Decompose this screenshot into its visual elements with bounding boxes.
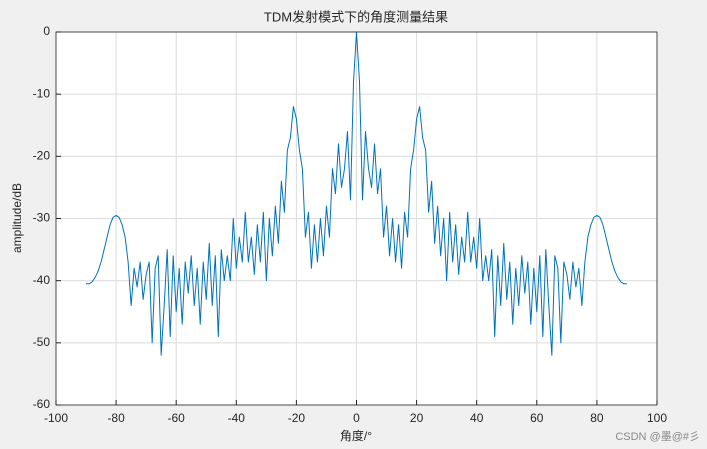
chart-title: TDM发射模式下的角度测量结果 xyxy=(264,9,448,24)
x-tick-label: 60 xyxy=(530,411,544,425)
y-tick-label: -60 xyxy=(33,397,51,411)
x-tick-label: -100 xyxy=(44,411,68,425)
y-tick-label: -30 xyxy=(33,211,51,225)
y-tick-label: -10 xyxy=(33,86,51,100)
x-tick-label: 40 xyxy=(470,411,484,425)
x-tick-label: -20 xyxy=(288,411,306,425)
y-tick-label: -20 xyxy=(33,149,51,163)
y-axis-label: amplitude/dB xyxy=(10,183,24,253)
x-tick-label: 20 xyxy=(410,411,424,425)
y-tick-label: -40 xyxy=(33,273,51,287)
x-tick-label: -40 xyxy=(228,411,246,425)
x-tick-label: -80 xyxy=(107,411,125,425)
y-tick-label: 0 xyxy=(43,24,50,38)
x-tick-label: 80 xyxy=(590,411,604,425)
x-tick-label: -60 xyxy=(168,411,186,425)
x-tick-label: 0 xyxy=(353,411,360,425)
y-tick-label: -50 xyxy=(33,335,51,349)
watermark: CSDN @墨@#彡 xyxy=(615,430,700,443)
x-tick-label: 100 xyxy=(647,411,667,425)
x-axis-label: 角度/° xyxy=(340,428,372,443)
